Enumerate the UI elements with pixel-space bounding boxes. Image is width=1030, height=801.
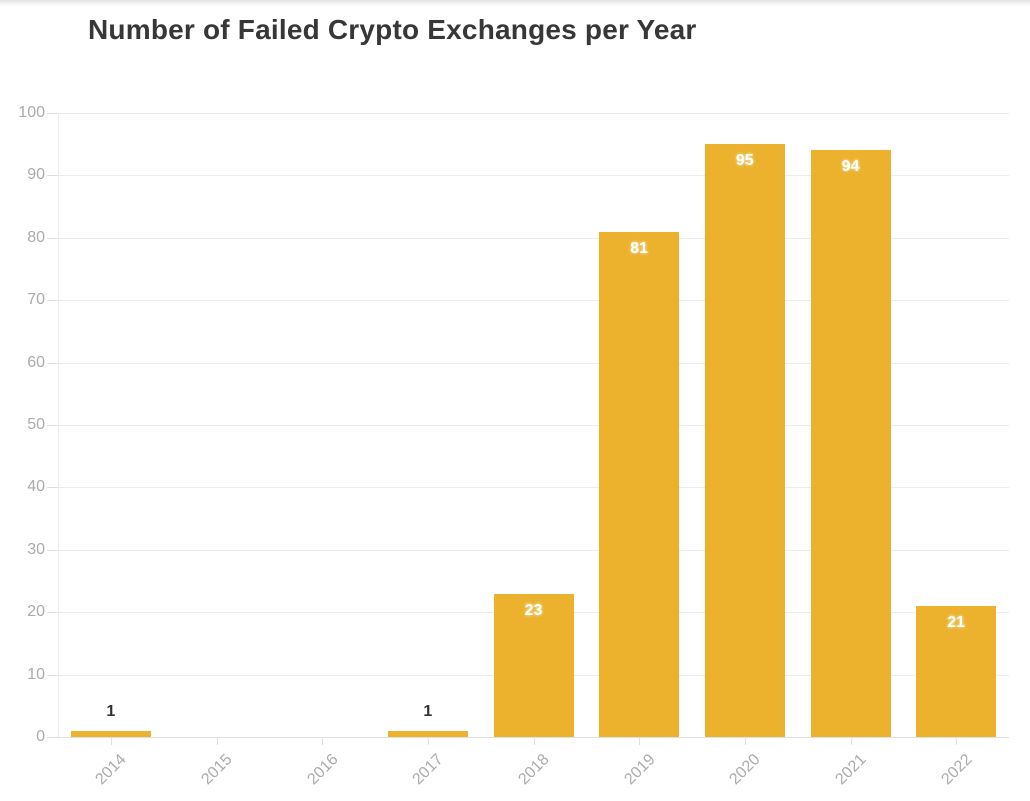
x-axis-tick-label-2014: 2014 bbox=[92, 751, 130, 789]
x-axis-tick-2016 bbox=[322, 738, 324, 745]
y-axis-tick-20 bbox=[47, 612, 58, 613]
bar-value-label-2017: 1 bbox=[423, 702, 433, 720]
gridline-y-50 bbox=[58, 425, 1009, 426]
y-axis-tick-90 bbox=[47, 175, 58, 176]
x-axis-line bbox=[58, 737, 1009, 738]
y-axis-tick-50 bbox=[47, 425, 58, 426]
gridline-y-90 bbox=[58, 175, 1009, 176]
bar-value-label-2020: 95 bbox=[735, 152, 754, 170]
x-axis-tick-label-2019: 2019 bbox=[621, 751, 659, 789]
y-axis-tick-label-0: 0 bbox=[36, 728, 45, 745]
window-top-edge bbox=[0, 0, 1030, 7]
y-axis-tick-10 bbox=[47, 675, 58, 676]
y-axis-tick-label-30: 30 bbox=[27, 541, 45, 558]
x-axis-tick-label-2017: 2017 bbox=[409, 751, 447, 789]
gridline-y-100 bbox=[58, 113, 1009, 114]
x-axis-tick-label-2020: 2020 bbox=[726, 751, 764, 789]
y-axis-tick-40 bbox=[47, 487, 58, 488]
bar-value-label-2021: 94 bbox=[841, 158, 860, 176]
y-axis-tick-label-100: 100 bbox=[18, 104, 45, 121]
x-axis-tick-2022 bbox=[956, 738, 958, 745]
y-axis-tick-30 bbox=[47, 550, 58, 551]
x-axis-tick-label-2015: 2015 bbox=[198, 751, 236, 789]
gridline-y-60 bbox=[58, 363, 1009, 364]
x-axis-tick-2021 bbox=[850, 738, 852, 745]
gridline-y-30 bbox=[58, 550, 1009, 551]
y-axis-tick-100 bbox=[47, 113, 58, 114]
y-axis-tick-label-10: 10 bbox=[27, 666, 45, 683]
y-axis-tick-0 bbox=[47, 737, 58, 738]
gridline-y-70 bbox=[58, 300, 1009, 301]
bar-2014 bbox=[70, 730, 151, 737]
bar-value-label-2022: 21 bbox=[947, 614, 966, 631]
bar-2017 bbox=[387, 730, 468, 737]
x-axis-tick-label-2021: 2021 bbox=[832, 751, 870, 789]
gridline-y-80 bbox=[58, 238, 1009, 239]
bar-value-label-2014: 1 bbox=[106, 702, 116, 720]
bar-value-label-2018: 23 bbox=[524, 601, 543, 619]
y-axis-tick-label-50: 50 bbox=[27, 416, 45, 433]
y-axis-tick-80 bbox=[47, 238, 58, 239]
x-axis-tick-2015 bbox=[216, 738, 218, 745]
gridline-y-40 bbox=[58, 487, 1009, 488]
bar-2022 bbox=[916, 606, 997, 737]
bar-2019 bbox=[599, 231, 680, 737]
y-axis-tick-label-20: 20 bbox=[27, 603, 45, 620]
y-axis-tick-70 bbox=[47, 300, 58, 301]
x-axis-tick-label-2018: 2018 bbox=[515, 751, 553, 789]
y-axis-tick-label-80: 80 bbox=[27, 229, 45, 246]
y-axis-tick-label-90: 90 bbox=[27, 166, 45, 183]
x-axis-tick-label-2022: 2022 bbox=[938, 751, 976, 789]
x-axis-tick-label-2016: 2016 bbox=[304, 751, 342, 789]
y-axis-tick-label-60: 60 bbox=[27, 354, 45, 371]
y-axis-tick-label-70: 70 bbox=[27, 291, 45, 308]
x-axis-tick-2020 bbox=[744, 738, 746, 745]
bar-2021 bbox=[810, 150, 891, 737]
x-axis-tick-2019 bbox=[639, 738, 641, 745]
x-axis-tick-2017 bbox=[427, 738, 429, 745]
bar-2018 bbox=[493, 593, 574, 737]
y-axis-tick-60 bbox=[47, 363, 58, 364]
y-axis-line bbox=[58, 113, 59, 737]
x-axis-tick-2018 bbox=[533, 738, 535, 745]
bar-2020 bbox=[704, 144, 785, 737]
bar-value-label-2019: 81 bbox=[630, 239, 649, 257]
x-axis-tick-2014 bbox=[110, 738, 112, 745]
y-axis-tick-label-40: 40 bbox=[27, 478, 45, 495]
chart-title: Number of Failed Crypto Exchanges per Ye… bbox=[88, 14, 697, 45]
